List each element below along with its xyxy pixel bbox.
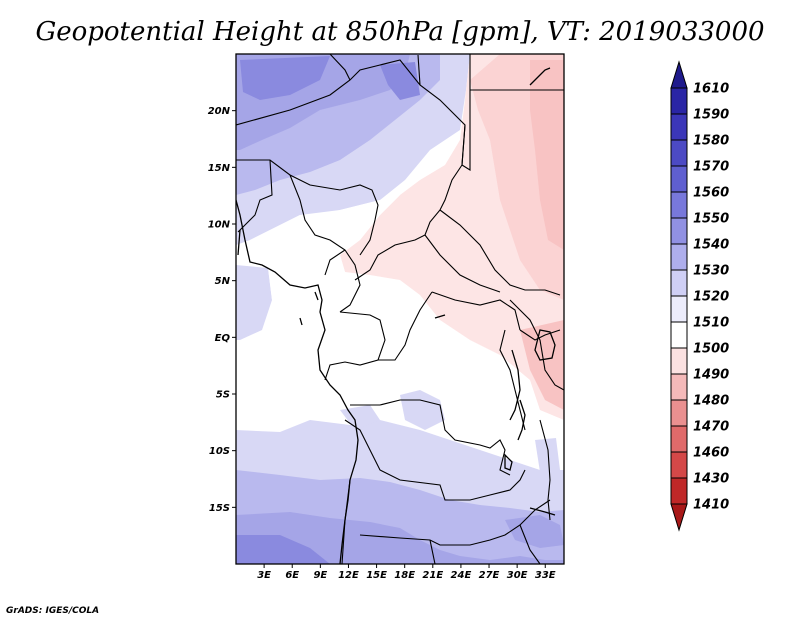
y-tick-label: 15N [208,163,231,174]
colorbar-swatch [670,295,688,323]
colorbar-swatch [670,191,688,219]
y-tick-label: 10N [208,220,231,231]
map-title: Geopotential Height at 850hPa [gpm], VT:… [35,17,764,47]
x-tick-label: 9E [313,570,327,581]
colorbar-swatch [670,451,688,479]
y-tick-label: 15S [209,503,230,514]
colorbar-swatch [670,425,688,453]
map-panel [236,54,564,564]
coastlines [236,67,556,564]
credit-label: GrADS: IGES/COLA [6,606,99,616]
colorbar-label: 1560 [693,186,729,201]
colorbar-label: 1500 [693,342,729,357]
x-tick-label: 21E [422,570,443,581]
colorbar-label: 1410 [693,498,729,513]
colorbar-swatch [670,87,688,115]
colorbar-swatch [670,269,688,297]
colorbar-swatch [670,373,688,401]
colorbar-bottom-arrow [670,503,688,532]
x-tick-label: 3E [257,570,271,581]
y-tick-label: 10S [209,446,230,457]
x-tick-label: 24E [451,570,472,581]
colorbar: 1610 1590 1580 1570 1560 1550 1540 1530 1520 1510… [670,60,729,532]
colorbar-label: 1510 [693,316,729,331]
colorbar-top-arrow [670,60,688,89]
x-tick-label: 18E [394,570,415,581]
y-tick-label: 20N [208,106,231,117]
latitude-axis: 20N 15N 10N 5N EQ 5S 10S 15S [208,106,236,514]
colorbar-swatch [670,165,688,193]
colorbar-swatch [670,113,688,141]
colorbar-swatch [670,139,688,167]
colorbar-label: 1590 [693,108,729,123]
x-tick-label: 30E [507,570,528,581]
colorbar-swatch [670,243,688,271]
colorbar-label: 1470 [693,420,729,435]
map-frame [235,53,565,565]
colorbar-swatch [670,347,688,375]
colorbar-label: 1480 [693,394,729,409]
country-boundaries [236,54,564,564]
colorbar-label: 1610 [693,82,729,97]
colorbar-label: 1430 [693,472,729,487]
colorbar-label: 1580 [693,134,729,149]
colorbar-label: 1520 [693,290,729,305]
y-tick-label: 5N [215,276,231,287]
x-tick-label: 33E [535,570,556,581]
y-tick-label: EQ [215,333,231,344]
colorbar-swatch [670,321,688,349]
colorbar-label: 1540 [693,238,729,253]
x-tick-label: 27E [479,570,500,581]
x-tick-label: 6E [285,570,299,581]
height-field [236,54,564,564]
colorbar-label: 1460 [693,446,729,461]
x-tick-label: 15E [366,570,387,581]
colorbar-label: 1570 [693,160,729,175]
colorbar-label: 1550 [693,212,729,227]
colorbar-swatch [670,399,688,427]
x-tick-label: 12E [338,570,359,581]
y-tick-label: 5S [216,390,230,401]
colorbar-label: 1530 [693,264,729,279]
colorbar-swatch [670,217,688,245]
colorbar-swatch [670,477,688,505]
longitude-axis: 3E 6E 9E 12E 15E 18E 21E 24E 27E 30E 33E [257,564,556,581]
colorbar-label: 1490 [693,368,729,383]
